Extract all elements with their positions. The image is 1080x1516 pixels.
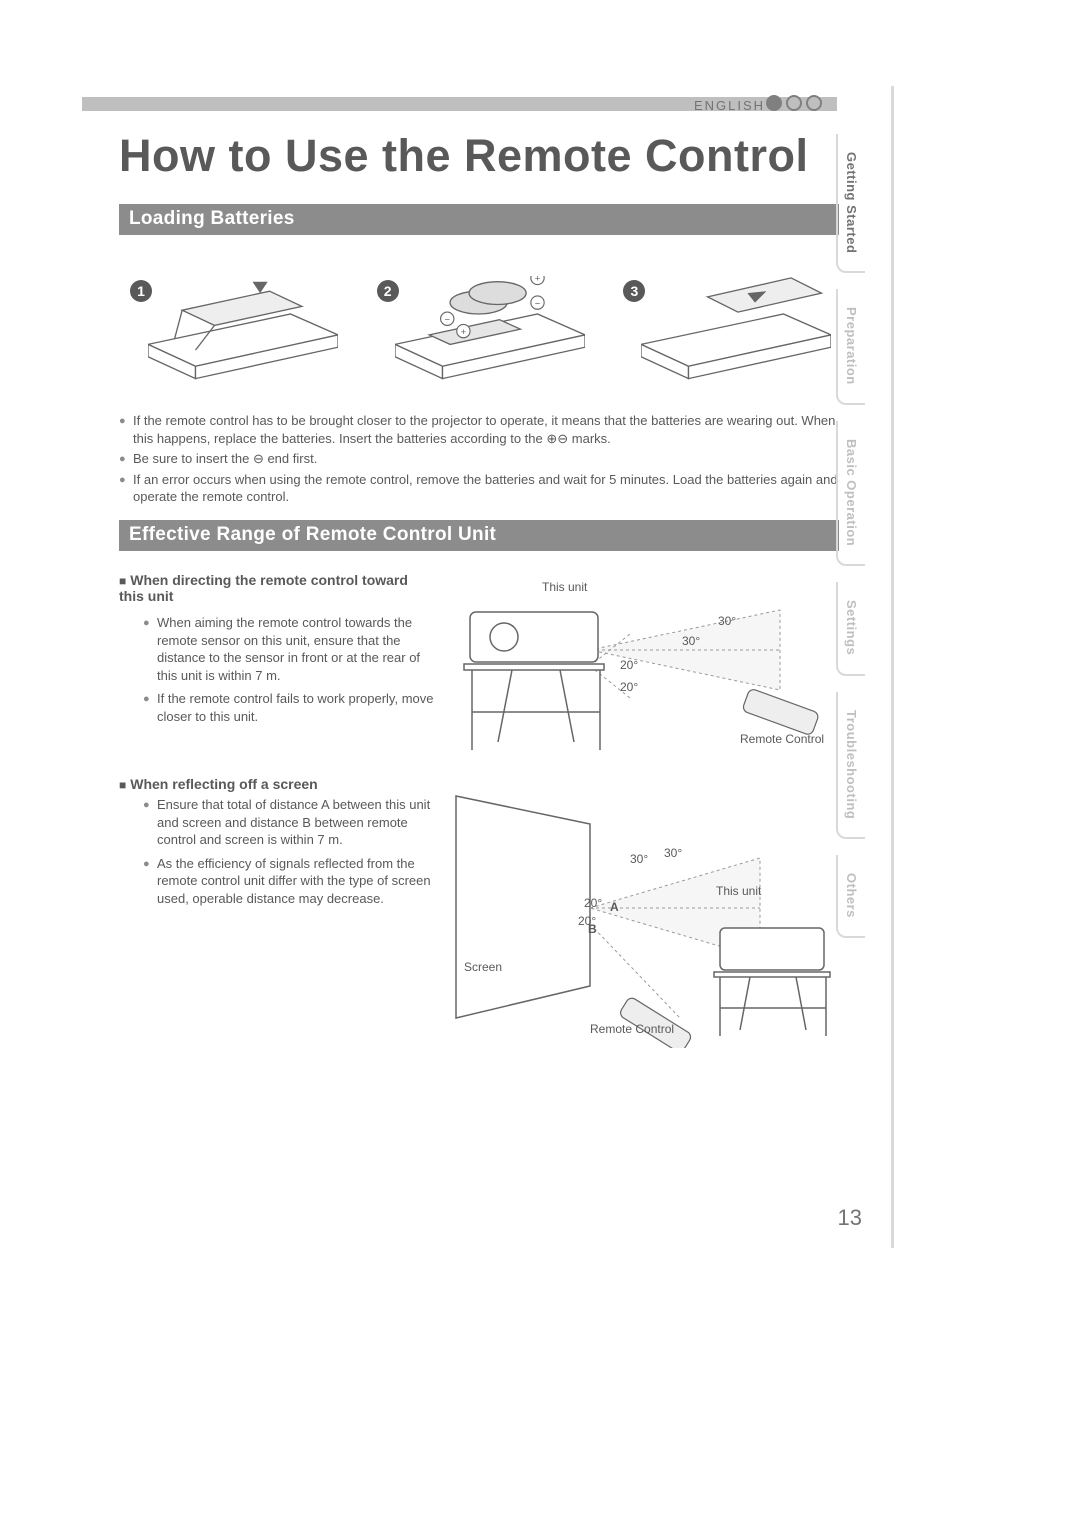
battery-step-2: 2 − + − + [377, 260, 584, 390]
remote-illustration-2: − + − + [395, 276, 585, 381]
tab-basic-operation[interactable]: Basic Operation [836, 421, 865, 566]
note-text: If the remote control has to be brought … [133, 412, 839, 447]
figure-reflect-range: Screen This unit Remote Control 30° 30° … [450, 788, 838, 1048]
page-number: 13 [838, 1205, 862, 1231]
angle-label: 20° [620, 680, 638, 694]
subheading-direct: ■When directing the remote control towar… [119, 572, 419, 604]
remote-illustration-3 [641, 276, 831, 381]
section-heading-range: Effective Range of Remote Control Unit [119, 520, 839, 551]
angle-label: 20° [584, 896, 602, 910]
figure-reflect-svg [450, 788, 838, 1048]
bullet-text: Ensure that total of distance A between … [157, 796, 443, 849]
bullet-text: When aiming the remote control towards t… [157, 614, 443, 684]
direct-bullets: ●When aiming the remote control towards … [143, 614, 443, 731]
bullet-text: As the efficiency of signals reflected f… [157, 855, 443, 908]
tab-others[interactable]: Others [836, 855, 865, 938]
fig-label-remote: Remote Control [590, 1022, 674, 1036]
angle-label: 20° [620, 658, 638, 672]
svg-text:−: − [534, 298, 540, 309]
svg-text:+: + [460, 326, 466, 337]
fig-label-unit: This unit [542, 580, 587, 594]
subheading-reflect: ■When reflecting off a screen [119, 776, 318, 792]
dist-A: A [610, 900, 619, 914]
fig-label-unit: This unit [716, 884, 761, 898]
battery-step-1: 1 [130, 260, 337, 390]
reflect-bullets: ●Ensure that total of distance A between… [143, 796, 443, 913]
subheading-text: When directing the remote control toward… [119, 572, 408, 604]
dot-filled [766, 95, 782, 111]
side-tab-column: Getting Started Preparation Basic Operat… [836, 134, 888, 954]
page-right-rule [891, 86, 894, 1248]
fig-label-remote: Remote Control [740, 732, 824, 746]
angle-label: 30° [682, 634, 700, 648]
arrow-down-icon [253, 281, 268, 292]
note-text: If an error occurs when using the remote… [133, 471, 839, 506]
svg-text:+: + [534, 276, 540, 285]
tab-preparation[interactable]: Preparation [836, 289, 865, 405]
angle-label: 30° [664, 846, 682, 860]
figure-direct-range: This unit 30° 30° 20° 20° Remote Control [450, 572, 838, 752]
figure-direct-svg [450, 572, 838, 752]
section-heading-batteries: Loading Batteries [119, 204, 839, 235]
page-title: How to Use the Remote Control [119, 130, 809, 182]
language-dots [766, 95, 826, 116]
remote-illustration-1 [148, 276, 338, 381]
language-label: ENGLISH [694, 98, 765, 113]
angle-label: 30° [630, 852, 648, 866]
battery-notes: ●If the remote control has to be brought… [119, 412, 839, 509]
bullet-text: If the remote control fails to work prop… [157, 690, 443, 725]
dot-empty [806, 95, 822, 111]
dot-empty [786, 95, 802, 111]
subheading-text: When reflecting off a screen [130, 776, 317, 792]
note-text: Be sure to insert the ⊖ end first. [133, 450, 317, 468]
battery-step-3: 3 [623, 260, 830, 390]
svg-text:−: − [444, 314, 450, 325]
angle-label: 30° [718, 614, 736, 628]
fig-label-screen: Screen [464, 960, 502, 974]
dist-B: B [588, 922, 597, 936]
tab-getting-started[interactable]: Getting Started [836, 134, 865, 273]
battery-steps-row: 1 2 − [130, 260, 830, 390]
tab-troubleshooting[interactable]: Troubleshooting [836, 692, 865, 839]
tab-settings[interactable]: Settings [836, 582, 865, 675]
